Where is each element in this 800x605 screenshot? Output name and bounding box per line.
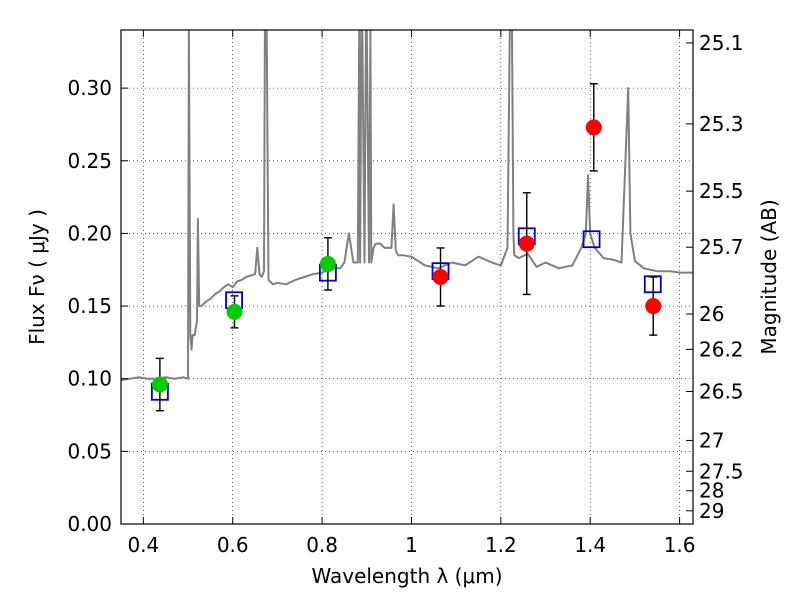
y-axis-label: Flux Fν ( μJy ) [25,209,49,345]
observed-point [518,235,535,252]
observed-point [319,255,336,272]
x-tick-label: 1.2 [485,533,517,557]
y2-tick-label: 27 [699,428,724,452]
y-tick-label: 0.05 [67,439,112,463]
observed-point [585,119,602,136]
y2-tick-label: 29 [699,499,724,523]
x-tick-label: 1.6 [664,533,696,557]
y-tick-label: 0.10 [67,367,112,391]
data-layer [121,30,693,412]
grid-layer [121,30,693,525]
y-tick-label: 0.00 [67,512,112,536]
x-axis-label: Wavelength λ (μm) [311,564,502,588]
y-tick-label: 0.25 [67,149,112,173]
model-photometry-square [582,230,601,249]
plot-frame [120,29,694,525]
spectrum-line [121,30,693,382]
y2-tick-label: 27.5 [699,459,744,483]
y-tick-label: 0.20 [67,221,112,245]
y2-tick-label: 25.7 [699,235,744,259]
y2-axis-label: Magnitude (AB) [757,199,781,354]
y2-tick-label: 25.3 [699,112,744,136]
x-tick-label: 1.4 [574,533,606,557]
axis-layer: 0.4 0.6 0.8 1 1.2 1.4 1.6 0.00 0.05 0.10 0.15 0.20 0… [67,30,744,557]
x-tick-label: 1 [405,533,418,557]
x-tick-label: 0.4 [127,533,159,557]
y-tick-label: 0.30 [67,76,112,100]
y-tick-label: 0.15 [67,294,112,318]
x-tick-label: 0.8 [306,533,338,557]
observed-point [432,269,449,285]
observed-point [645,298,662,315]
x-tick-label: 0.6 [217,533,249,557]
observed-point [226,303,243,320]
y2-tick-label: 26.2 [699,337,744,361]
y2-tick-label: 26.5 [699,379,744,403]
y2-tick-label: 25.1 [699,31,744,55]
y2-tick-label: 28 [699,479,724,503]
observed-point [151,376,168,393]
y2-tick-label: 26 [699,302,724,326]
y2-tick-label: 25.5 [699,179,744,203]
